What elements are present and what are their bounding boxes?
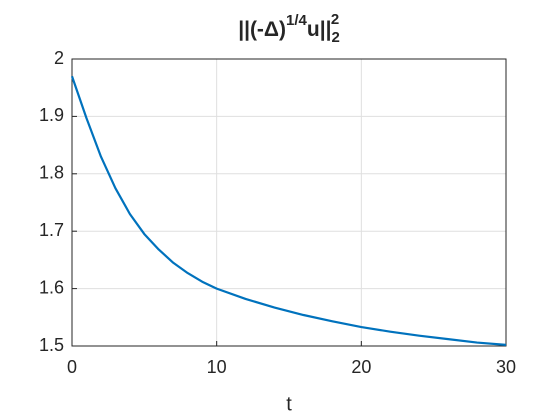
chart-title: ||(-Δ)1/4u||22 <box>238 11 340 46</box>
x-tick-label: 10 <box>207 357 227 377</box>
y-tick-label: 1.9 <box>39 105 64 125</box>
x-axis-label: t <box>286 393 292 415</box>
y-tick-label: 1.5 <box>39 335 64 355</box>
y-tick-label: 1.7 <box>39 220 64 240</box>
y-tick-label: 1.8 <box>39 163 64 183</box>
x-tick-label: 20 <box>351 357 371 377</box>
title-sup: 2 <box>331 11 339 28</box>
title-sup: 1/4 <box>286 12 308 29</box>
x-tick-label: 0 <box>67 357 77 377</box>
title-part: ||(-Δ) <box>238 18 286 41</box>
title-sub: 2 <box>331 29 339 46</box>
title-part: u|| <box>307 18 332 41</box>
y-tick-label: 2 <box>54 48 64 68</box>
y-tick-label: 1.6 <box>39 277 64 297</box>
axes-box <box>71 58 507 347</box>
x-tick-label: 30 <box>496 357 516 377</box>
data-line <box>70 75 507 346</box>
